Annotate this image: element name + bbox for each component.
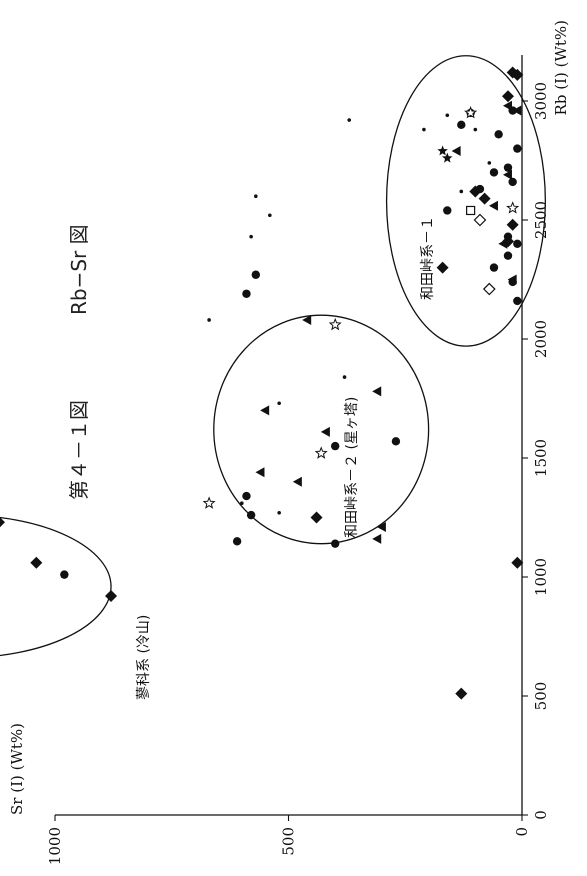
rb-axis-title: Rb (I) (Wt%) [552,20,570,115]
point-circle [246,510,256,520]
point-triangle [260,405,270,416]
point-circle [251,270,261,279]
point-circle [242,491,251,501]
group-region-1 [0,516,112,657]
point-filled-star [437,145,448,156]
point-circle [242,289,251,298]
point-triangle [255,467,265,478]
point-circle [513,296,522,306]
point-triangle [320,426,330,437]
point-circle [391,437,401,446]
group-region-2 [213,314,430,545]
point-small-dot [277,401,281,406]
point-triangle [376,522,386,533]
rb-tick-label: 0 [532,810,550,820]
point-circle [489,263,499,272]
point-circle [232,537,242,546]
sr-axis-title: Sr (I) (Wt%) [8,723,26,815]
point-diamond [455,687,468,700]
point-triangle [372,386,382,397]
data-points [0,66,524,700]
point-circle [503,251,513,260]
point-small-dot [277,510,281,515]
point-small-dot [207,318,211,322]
sr-tick-label: 1000 [46,827,64,865]
point-small-dot [268,213,272,218]
point-diamond [310,511,323,524]
sr-tick-label: 500 [280,827,298,856]
rb-tick-label: 1000 [532,558,550,596]
point-small-dot [492,170,496,175]
point-diamond [105,590,118,603]
point-open-star [202,496,216,509]
point-circle [60,570,69,579]
point-circle [443,206,452,215]
point-triangle [302,314,312,325]
point-diamond [501,90,514,103]
point-triangle [372,533,382,544]
point-diamond [30,556,43,569]
group-label-wadatoge-1: 和田峠系－１ [420,216,436,300]
point-triangle [502,169,512,180]
point-open-star [328,317,342,331]
point-triangle [502,100,512,111]
rb-tick-label: 2000 [532,320,550,358]
rb-tick-label: 500 [532,682,550,711]
point-circle [503,232,513,241]
point-circle [331,441,340,451]
point-triangle [451,145,461,156]
point-small-dot [249,234,253,239]
group-regions [0,55,547,657]
point-small-dot [240,501,244,506]
point-small-dot [347,118,352,122]
point-small-dot [422,127,426,132]
point-diamond [511,556,524,569]
point-open-diamond [482,282,496,296]
rb-tick-label: 2500 [532,201,550,239]
point-triangle [512,105,522,116]
rb-tick-label: 1500 [532,439,550,477]
group-region-3 [385,55,547,347]
point-open-star [464,106,478,119]
point-small-dot [254,194,258,198]
figure-number: 第４－１図 [67,400,91,500]
point-small-dot [487,161,492,165]
point-circle [457,120,466,129]
point-open-square [466,205,476,216]
point-open-star [506,201,520,214]
point-small-dot [459,189,464,194]
point-small-dot [445,113,450,118]
point-diamond [478,192,491,205]
point-diamond [511,68,524,81]
chart-title: Rb−Sr 図 [67,224,91,315]
point-triangle [507,274,517,285]
point-filled-star [442,152,453,163]
point-open-diamond [473,213,487,227]
point-triangle [498,238,508,249]
point-circle [503,163,513,172]
point-circle [331,539,340,548]
group-label-wadatoge-2: 和田峠系－２ (星ヶ塔) [344,397,360,538]
point-diamond [436,261,449,274]
point-diamond [506,218,519,231]
point-circle [513,239,522,248]
point-circle [513,144,522,153]
axis-ticks: 0500100015002000250030003500050010001500… [46,0,550,865]
point-diamond [0,517,5,528]
rb-tick-label: 3500 [532,0,550,1]
sr-tick-label: 0 [513,827,531,837]
rb-tick-label: 3000 [532,82,550,120]
point-small-dot [342,375,347,379]
point-circle [475,184,485,194]
point-circle [508,177,517,187]
point-triangle [488,200,498,211]
group-label-tateshina: 蓼科系 (冷山) [136,615,152,700]
point-circle [494,130,503,139]
point-open-star [314,446,328,459]
point-small-dot [473,127,478,132]
point-triangle [292,476,302,487]
